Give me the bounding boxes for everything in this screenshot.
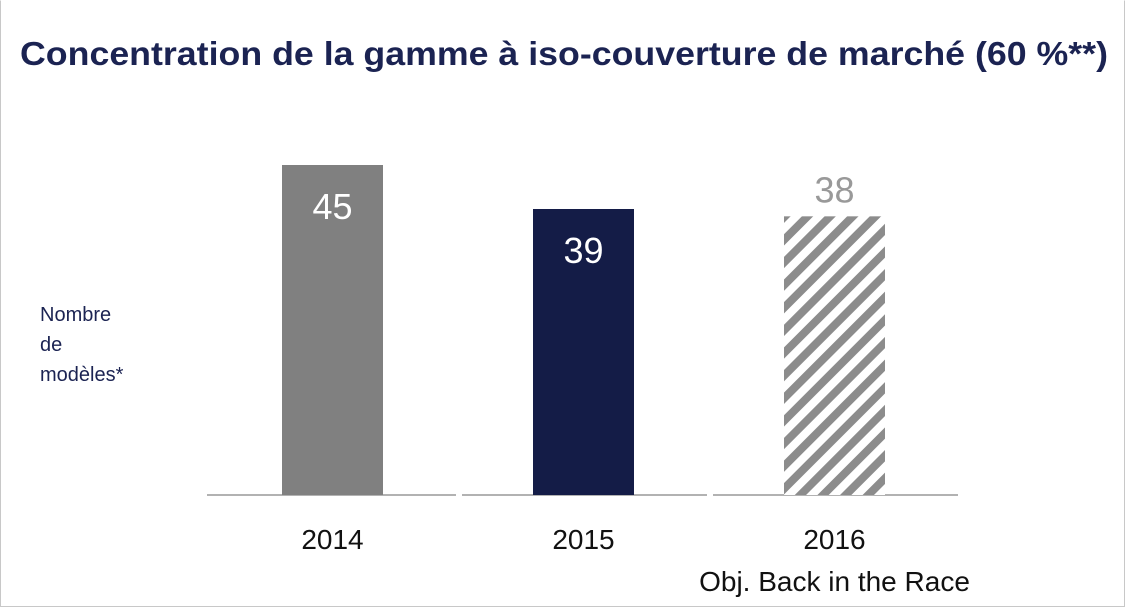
chart-title: Concentration de la gamme à iso-couvertu… [20,35,1108,72]
y-axis-label: Nombre de modèles* [40,304,124,386]
x-tick-label: 2016 Obj. Back in the Race [699,524,970,597]
data-label: 38 [814,169,854,210]
bar [282,165,383,495]
x-tick-label: 2015 [552,524,615,555]
x-tick-label: 2014 [301,524,364,555]
data-label: 45 [312,186,352,227]
bar [784,216,885,496]
bar [533,209,634,495]
data-label: 39 [563,230,603,271]
